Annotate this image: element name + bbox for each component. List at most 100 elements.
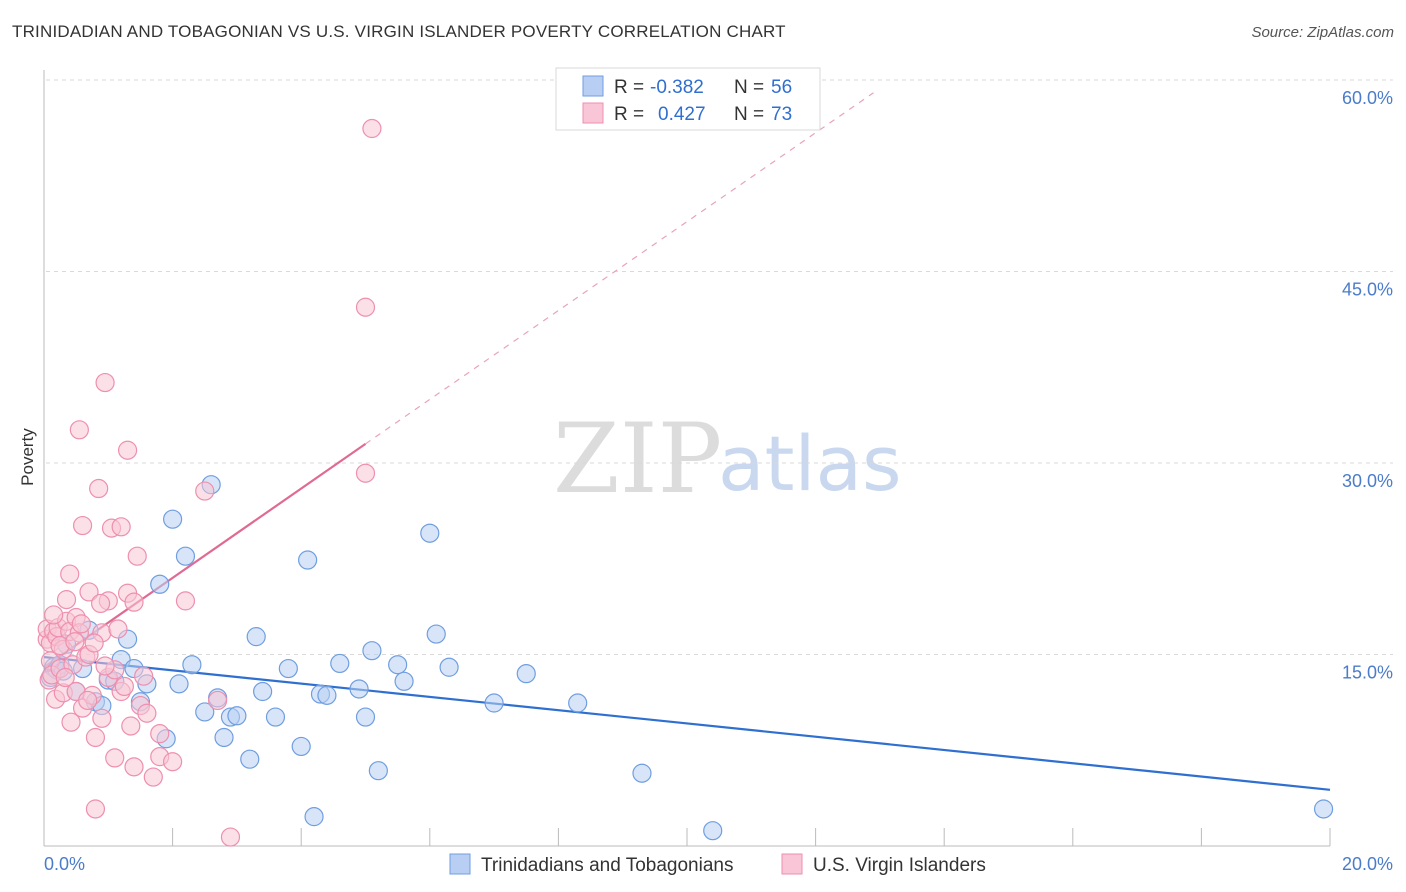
point-virgin-islander (90, 593, 111, 614)
legend-r-value-2: 0.427 (658, 104, 706, 125)
point-trinidadian (253, 681, 273, 702)
y-tick-label: 60.0% (1342, 88, 1393, 108)
point-virgin-islander (150, 724, 170, 744)
point-trinidadian (214, 727, 234, 748)
point-virgin-islander (124, 592, 144, 612)
y-tick-label: 45.0% (1342, 280, 1393, 300)
axes (43, 70, 1331, 847)
point-trinidadian (317, 685, 337, 705)
watermark-zip: ZIP (553, 403, 722, 515)
point-virgin-islander (55, 667, 75, 688)
point-trinidadian (163, 509, 183, 529)
point-virgin-islander (85, 799, 106, 819)
point-virgin-islander (355, 297, 376, 317)
point-trinidadian (246, 627, 266, 647)
point-virgin-islander (95, 372, 115, 393)
bottom-legend-swatch-blue (449, 853, 471, 875)
point-virgin-islander (71, 614, 91, 634)
point-virgin-islander (208, 690, 228, 711)
point-trinidadian (330, 653, 350, 674)
point-virgin-islander (72, 515, 93, 536)
grid-lines (46, 79, 1393, 655)
point-virgin-islander (95, 656, 115, 676)
point-trinidadian (182, 655, 202, 675)
chart-title: TRINIDADIAN AND TOBAGONIAN VS U.S. VIRGI… (12, 22, 786, 41)
point-trinidadian (304, 807, 324, 827)
trend-line-trinidadian (43, 655, 1331, 791)
y-axis-label: Poverty (18, 428, 37, 486)
point-trinidadian (420, 523, 440, 543)
x-tick-max: 20.0% (1342, 854, 1393, 874)
legend-n-label-1: N = (734, 77, 764, 98)
point-trinidadian (355, 707, 376, 727)
point-virgin-islander (134, 666, 154, 686)
y-tick-label: 30.0% (1342, 471, 1393, 491)
point-virgin-islander (79, 582, 99, 602)
point-virgin-islander (69, 420, 89, 440)
point-virgin-islander (108, 619, 128, 639)
legend-r-value-1: -0.382 (650, 77, 704, 98)
bottom-legend-label-2: U.S. Virgin Islanders (813, 855, 986, 876)
point-virgin-islander (163, 752, 183, 772)
point-trinidadian (1313, 799, 1334, 819)
point-virgin-islander (89, 478, 109, 499)
point-virgin-islander (56, 590, 77, 610)
point-trinidadian (426, 624, 446, 644)
top-legend: R = -0.382 N = 56 R = 0.427 N = 73 (555, 67, 821, 131)
point-trinidadian (388, 655, 408, 675)
legend-swatch-pink (582, 102, 604, 124)
point-virgin-islander (105, 748, 125, 768)
point-trinidadian (175, 546, 196, 566)
bottom-legend-swatch-pink (781, 853, 803, 875)
point-trinidadian (278, 658, 298, 679)
point-trinidadian (439, 657, 459, 677)
point-virgin-islander (78, 690, 98, 711)
point-virgin-islander (355, 463, 376, 483)
point-virgin-islander (60, 564, 80, 584)
y-tick-labels: 15.0% 30.0% 45.0% 60.0% (1342, 88, 1393, 683)
point-trinidadian (195, 702, 215, 722)
point-virgin-islander (84, 633, 104, 653)
point-virgin-islander (127, 546, 147, 566)
x-tick-min: 0.0% (44, 854, 85, 874)
bottom-legend: Trinidadians and Tobagonians U.S. Virgin… (449, 853, 986, 876)
point-virgin-islander (44, 605, 64, 625)
point-trinidadian (265, 707, 286, 727)
y-tick-label: 15.0% (1342, 663, 1393, 683)
point-trinidadian (568, 693, 588, 713)
point-virgin-islander (92, 708, 112, 728)
point-trinidadian (240, 749, 260, 769)
point-virgin-islander (111, 517, 131, 537)
point-virgin-islander (65, 632, 85, 652)
trend-extension-virgin-islander (365, 92, 874, 445)
point-trinidadian (169, 674, 189, 694)
point-trinidadian (298, 550, 318, 570)
point-trinidadian (632, 763, 652, 783)
point-virgin-islander (117, 440, 138, 460)
point-virgin-islander (137, 703, 157, 723)
point-trinidadian (394, 671, 414, 691)
point-virgin-islander (121, 716, 141, 736)
point-trinidadian (703, 821, 723, 841)
legend-r-label-1: R = (614, 77, 644, 98)
data-points (37, 118, 1334, 847)
bottom-legend-label-1: Trinidadians and Tobagonians (481, 855, 733, 876)
point-trinidadian (150, 574, 170, 594)
point-trinidadian (516, 664, 536, 684)
point-virgin-islander (61, 712, 81, 732)
point-virgin-islander (114, 676, 134, 697)
legend-n-label-2: N = (734, 104, 764, 125)
point-trinidadian (227, 706, 247, 726)
point-trinidadian (291, 736, 311, 757)
point-virgin-islander (362, 118, 382, 139)
point-trinidadian (368, 761, 388, 781)
point-trinidadian (484, 693, 504, 713)
legend-swatch-blue (582, 75, 604, 97)
point-virgin-islander (195, 481, 215, 501)
point-virgin-islander (143, 767, 163, 787)
legend-n-value-1: 56 (771, 77, 792, 98)
point-virgin-islander (220, 827, 241, 847)
legend-r-label-2: R = (614, 104, 644, 125)
legend-n-value-2: 73 (771, 104, 792, 125)
